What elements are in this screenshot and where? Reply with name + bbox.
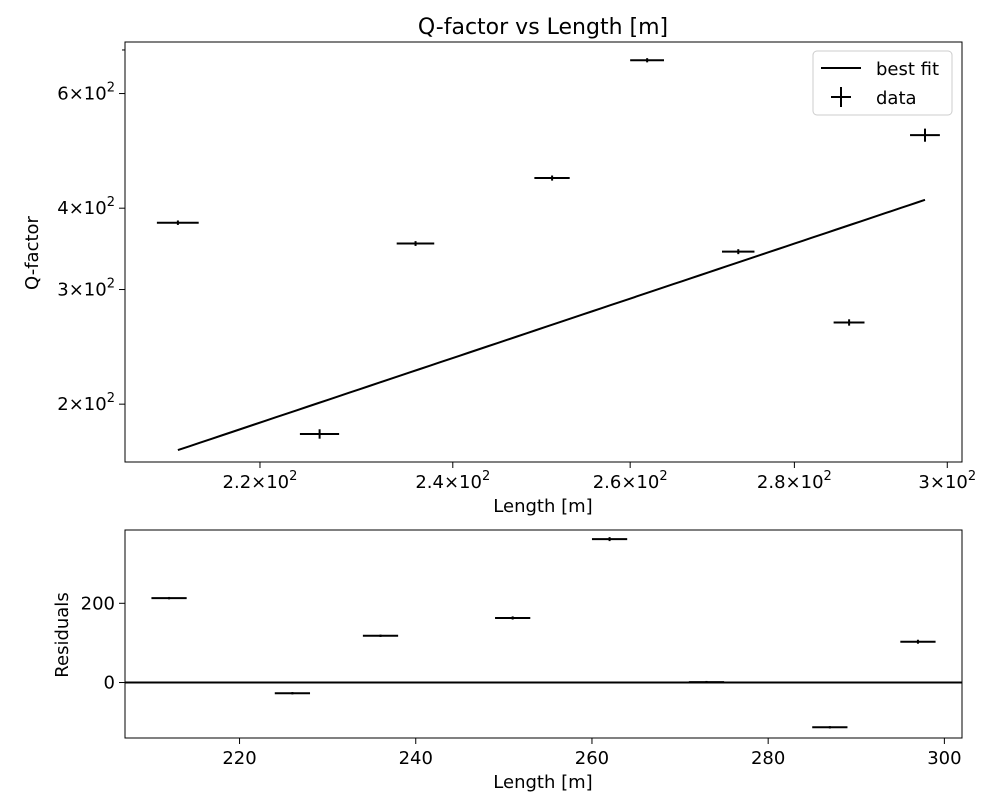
residual-point: [151, 596, 187, 600]
main-x-tick-label: 2.6×102: [593, 469, 668, 493]
legend-errorbar-swatch: [831, 87, 851, 107]
best-fit-layer: [177, 198, 926, 452]
residual-points-layer: [151, 537, 936, 729]
data-point: [910, 128, 940, 142]
residual-point: [900, 639, 936, 644]
legend-label-best-fit: best fit: [876, 59, 939, 80]
legend-label-data: data: [876, 88, 917, 109]
chart-title: Q-factor vs Length [m]: [418, 15, 668, 40]
main-axes-ticks: 2.2×102 2.4×102 2.6×102 2.8×102 3×102 2×102 3×…: [57, 49, 976, 493]
residuals-y-axis-label: Residuals: [52, 592, 73, 677]
residual-point: [495, 616, 531, 620]
residual-point: [274, 692, 311, 695]
residuals-axes-ticks: 220 240 260 280 300 0 200: [81, 593, 962, 769]
residuals-x-tick-label: 220: [222, 748, 256, 769]
residuals-x-axis-label: Length [m]: [493, 772, 592, 793]
data-point: [156, 220, 199, 225]
residuals-x-tick-label: 280: [751, 748, 785, 769]
main-x-tick-label: 2.2×102: [223, 469, 298, 493]
best-fit-line: [177, 198, 926, 452]
residuals-x-tick-label: 300: [927, 748, 961, 769]
main-y-axis-label: Q-factor: [22, 215, 43, 289]
data-point: [396, 241, 435, 246]
residuals-x-tick-label: 260: [575, 748, 609, 769]
residuals-plot-panel: Length [m] Residuals 220 240 260 280 300 0 200: [52, 529, 963, 793]
main-y-tick-label: 2×102: [57, 391, 115, 415]
residuals-plot-frame: [124, 529, 963, 739]
main-x-tick-label: 3×102: [918, 469, 976, 493]
main-x-axis-label: Length [m]: [493, 496, 592, 517]
data-point: [299, 429, 340, 439]
legend: best fit data: [812, 50, 953, 116]
main-y-tick-label: 3×102: [57, 277, 115, 301]
residuals-y-tick-label: 200: [81, 593, 115, 614]
main-y-tick-label: 4×102: [57, 195, 115, 219]
main-plot-frame: [124, 41, 963, 463]
residuals-x-tick-label: 240: [399, 748, 433, 769]
residual-point: [362, 634, 399, 637]
residuals-y-tick-label: 0: [104, 673, 115, 694]
main-x-tick-label: 2.4×102: [415, 469, 490, 493]
main-y-tick-label: 6×102: [57, 81, 115, 105]
residual-point: [812, 726, 848, 729]
main-plot-panel: Q-factor vs Length [m] Length [m] Q-fact…: [22, 15, 976, 517]
data-point: [721, 249, 755, 255]
data-point: [833, 319, 865, 326]
residual-point: [688, 680, 725, 684]
data-points-layer: [156, 58, 940, 439]
data-point: [630, 58, 664, 63]
main-x-tick-label: 2.8×102: [757, 469, 832, 493]
residual-point: [591, 537, 628, 542]
data-point: [534, 175, 570, 181]
